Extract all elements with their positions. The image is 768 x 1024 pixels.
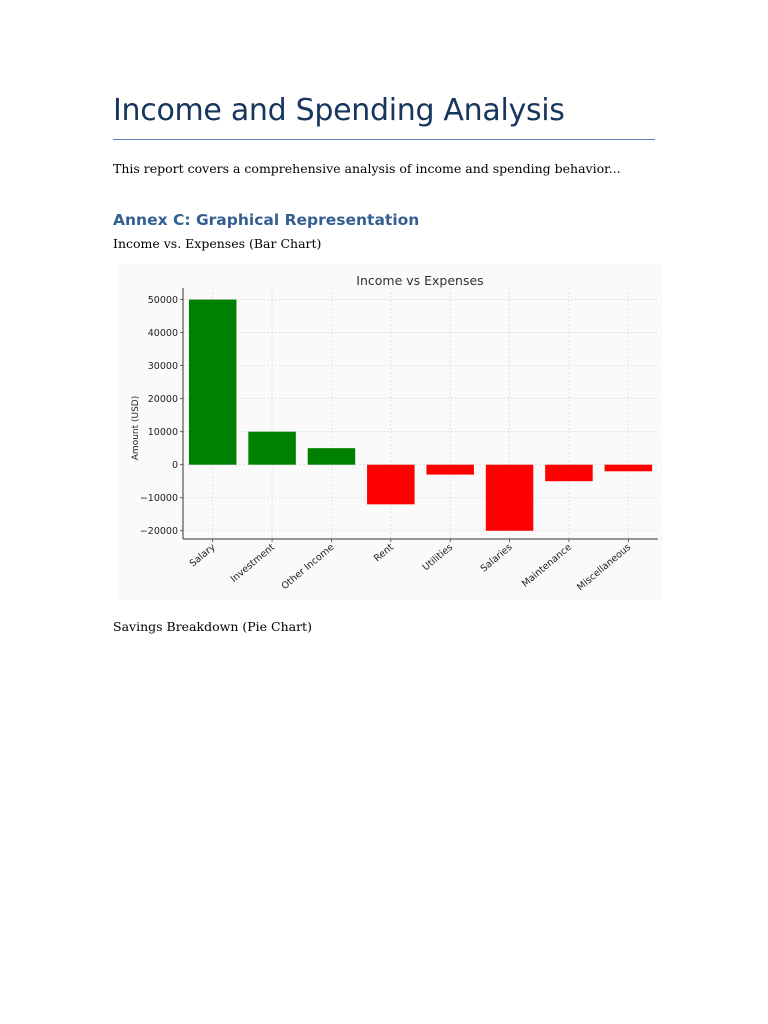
bar-maintenance xyxy=(545,464,593,482)
annex-heading: Annex C: Graphical Representation xyxy=(113,211,420,229)
bar-other-income xyxy=(307,448,356,465)
income-expenses-chart: 50000 40000 30000 20000 10000 0 −10000 −20000 Sa… xyxy=(118,264,663,600)
bars xyxy=(188,299,653,531)
y-axis-label: Amount (USD) xyxy=(131,396,141,460)
bar-salary xyxy=(188,299,237,465)
y-tick-label: 20000 xyxy=(148,394,178,405)
y-tick-label: −20000 xyxy=(140,526,178,537)
title-underline xyxy=(113,139,655,140)
y-tick-label: −10000 xyxy=(140,493,178,504)
pie-chart-caption: Savings Breakdown (Pie Chart) xyxy=(113,619,312,634)
bar-salaries xyxy=(485,464,534,531)
bar-rent xyxy=(367,464,415,505)
intro-paragraph: This report covers a comprehensive analy… xyxy=(113,161,621,176)
y-tick-label: 10000 xyxy=(148,427,178,438)
bar-chart-caption: Income vs. Expenses (Bar Chart) xyxy=(113,236,322,251)
bar-miscellaneous xyxy=(604,464,653,472)
y-tick-label: 0 xyxy=(172,460,178,471)
y-tick-label: 30000 xyxy=(148,361,178,372)
bar-utilities xyxy=(426,464,474,475)
document-title: Income and Spending Analysis xyxy=(113,93,565,128)
bar-investment xyxy=(248,431,296,465)
chart-title: Income vs Expenses xyxy=(356,273,483,288)
chart-svg: 50000400003000020000100000−10000−20000Sa… xyxy=(118,264,663,600)
grid-lines xyxy=(183,288,658,539)
y-tick-label: 50000 xyxy=(148,295,178,306)
axes xyxy=(180,288,658,542)
y-tick-label: 40000 xyxy=(148,328,178,339)
